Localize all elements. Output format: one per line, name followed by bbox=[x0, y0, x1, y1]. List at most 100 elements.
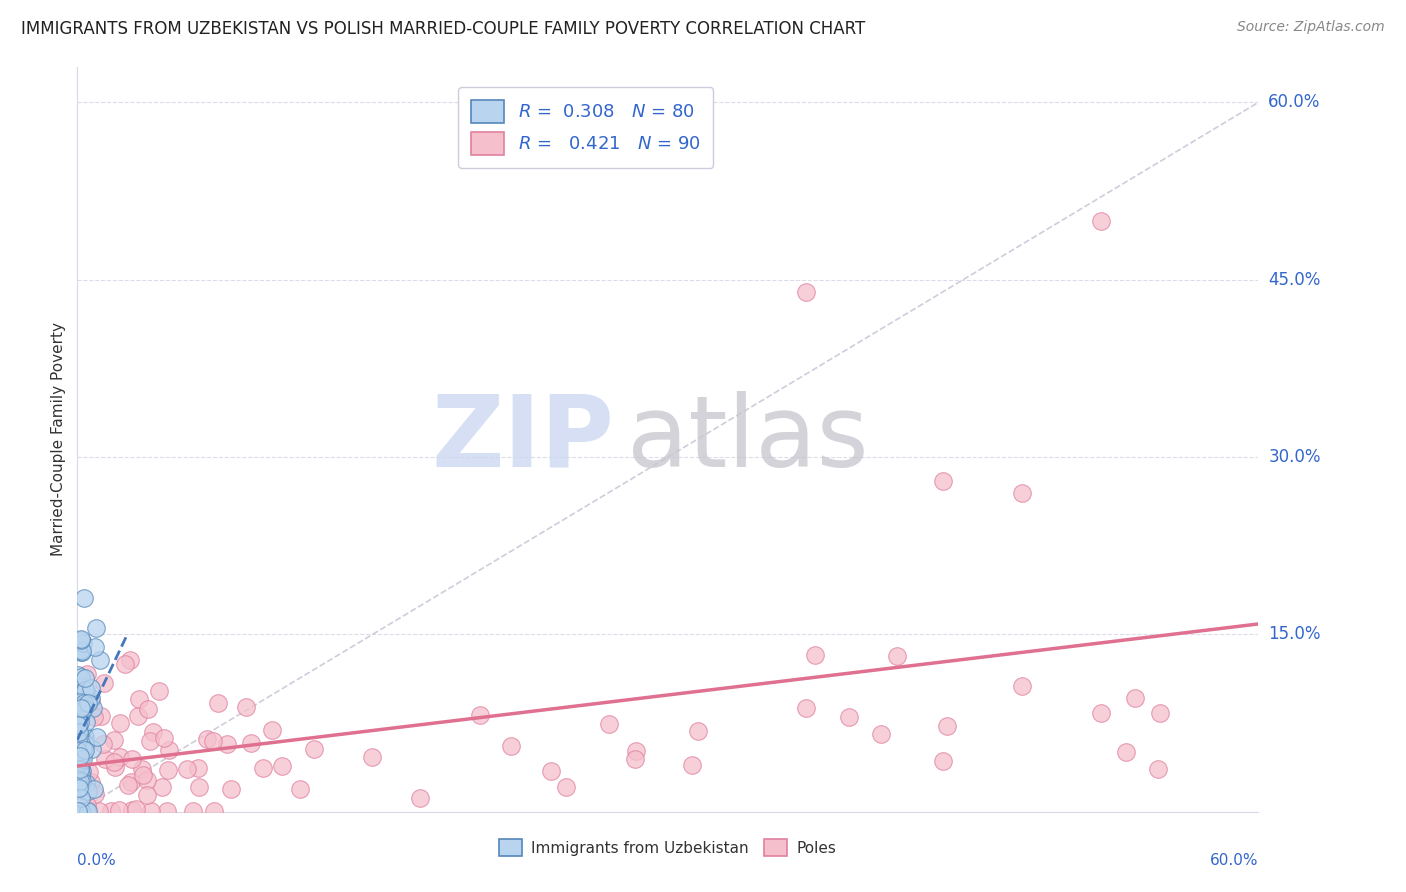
Point bbox=[235, 700, 257, 714]
Point bbox=[66, 775, 89, 789]
Point bbox=[69, 762, 91, 776]
Point bbox=[121, 803, 143, 817]
Point bbox=[75, 683, 97, 698]
Point bbox=[252, 761, 274, 775]
Point bbox=[83, 710, 105, 724]
Point bbox=[73, 682, 96, 697]
Point bbox=[84, 621, 107, 635]
Point bbox=[67, 747, 90, 762]
Point bbox=[501, 739, 523, 754]
Point bbox=[73, 591, 96, 606]
Text: Source: ZipAtlas.com: Source: ZipAtlas.com bbox=[1237, 20, 1385, 34]
Point bbox=[132, 767, 155, 781]
Point bbox=[69, 710, 91, 724]
Point bbox=[67, 804, 90, 818]
Point bbox=[69, 780, 91, 795]
Point bbox=[72, 636, 94, 650]
Point bbox=[804, 648, 827, 663]
Point bbox=[80, 742, 103, 756]
Point bbox=[187, 761, 209, 775]
Point bbox=[598, 717, 620, 731]
Point bbox=[75, 737, 97, 751]
Point bbox=[886, 648, 908, 663]
Point bbox=[207, 697, 229, 711]
Point bbox=[135, 788, 157, 802]
Point bbox=[69, 695, 91, 709]
Point bbox=[69, 780, 91, 795]
Point bbox=[869, 727, 891, 741]
Point bbox=[70, 632, 93, 647]
Point bbox=[84, 787, 107, 801]
Point bbox=[66, 733, 89, 747]
Point bbox=[72, 735, 94, 749]
Point bbox=[1090, 213, 1112, 227]
Point bbox=[215, 737, 238, 751]
Legend: Immigrants from Uzbekistan, Poles: Immigrants from Uzbekistan, Poles bbox=[492, 831, 844, 863]
Point bbox=[67, 718, 90, 732]
Point bbox=[555, 780, 578, 795]
Point bbox=[67, 724, 90, 739]
Point bbox=[67, 716, 90, 731]
Point bbox=[80, 694, 103, 708]
Point bbox=[82, 701, 104, 715]
Point bbox=[361, 750, 384, 764]
Point bbox=[76, 667, 98, 681]
Point bbox=[624, 744, 647, 758]
Point bbox=[73, 728, 96, 742]
Point bbox=[69, 758, 91, 772]
Point bbox=[139, 734, 162, 748]
Point bbox=[136, 773, 159, 788]
Point bbox=[70, 764, 93, 778]
Point bbox=[195, 731, 218, 746]
Point bbox=[157, 743, 180, 757]
Point bbox=[1146, 763, 1168, 777]
Point bbox=[932, 754, 955, 768]
Point bbox=[75, 742, 97, 756]
Point bbox=[103, 755, 125, 769]
Point bbox=[70, 739, 93, 754]
Point bbox=[202, 733, 225, 747]
Point bbox=[142, 724, 165, 739]
Text: atlas: atlas bbox=[627, 391, 868, 488]
Point bbox=[73, 746, 96, 760]
Point bbox=[794, 285, 817, 299]
Point bbox=[271, 759, 294, 773]
Point bbox=[138, 702, 160, 716]
Point bbox=[114, 657, 136, 671]
Point bbox=[77, 697, 100, 711]
Point bbox=[69, 755, 91, 769]
Point bbox=[94, 752, 117, 766]
Point bbox=[127, 708, 149, 723]
Point bbox=[128, 692, 150, 706]
Point bbox=[87, 804, 110, 818]
Point bbox=[70, 773, 93, 788]
Point bbox=[1011, 679, 1033, 693]
Point bbox=[103, 733, 125, 747]
Point bbox=[66, 690, 89, 705]
Point bbox=[70, 707, 93, 722]
Point bbox=[70, 804, 93, 818]
Point bbox=[66, 744, 89, 758]
Point bbox=[79, 764, 101, 779]
Point bbox=[624, 752, 647, 766]
Point bbox=[688, 724, 710, 739]
Point bbox=[157, 764, 180, 778]
Point bbox=[1115, 745, 1137, 759]
Point bbox=[70, 790, 93, 805]
Point bbox=[69, 781, 91, 796]
Text: 45.0%: 45.0% bbox=[1268, 270, 1320, 289]
Point bbox=[70, 669, 93, 683]
Y-axis label: Married-Couple Family Poverty: Married-Couple Family Poverty bbox=[51, 322, 66, 557]
Point bbox=[72, 752, 94, 766]
Point bbox=[69, 645, 91, 659]
Point bbox=[936, 719, 959, 733]
Point bbox=[84, 640, 107, 654]
Point bbox=[794, 700, 817, 714]
Point bbox=[73, 701, 96, 715]
Point bbox=[91, 737, 114, 751]
Point bbox=[67, 756, 90, 771]
Point bbox=[69, 766, 91, 780]
Point bbox=[409, 791, 432, 805]
Point bbox=[125, 802, 148, 816]
Point bbox=[1011, 485, 1033, 500]
